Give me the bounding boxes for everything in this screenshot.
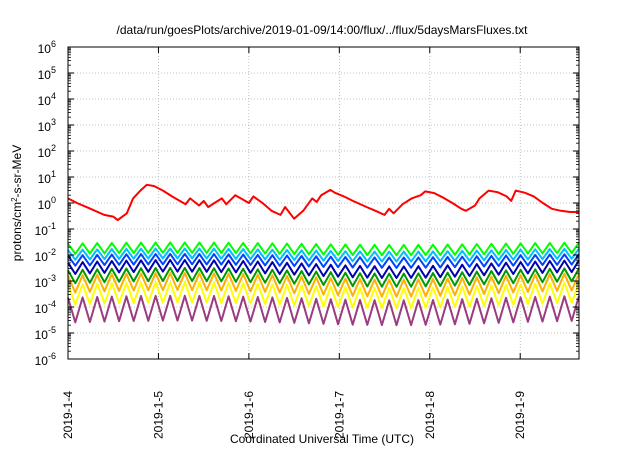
y-tick-label-base: 10 <box>35 302 49 316</box>
y-tick-label: 10-6 <box>35 351 56 368</box>
y-tick-label: 10-3 <box>35 273 56 290</box>
x-axis-label: Coordinated Universal Time (UTC) <box>230 432 414 446</box>
y-tick-label: 102 <box>38 143 56 160</box>
y-tick-label-exp: 3 <box>51 117 56 127</box>
y-tick-label-exp: 5 <box>51 65 56 75</box>
series-line-7 <box>67 272 580 298</box>
y-tick-label: 10-4 <box>35 299 56 316</box>
x-tick-label: 2019-1-7 <box>332 391 346 439</box>
series-line-3 <box>67 247 580 263</box>
y-tick-label-base: 10 <box>38 42 52 56</box>
y-axis-label-main: protons/cm <box>10 202 24 261</box>
y-axis-label: protons/cm2-s-sr-MeV <box>10 145 25 261</box>
x-axis: 2019-1-4 2019-1-5 2019-1-6 2019-1-7 2019-1-8… <box>61 47 527 439</box>
y-tick-label: 104 <box>38 91 56 108</box>
y-tick-label-base: 10 <box>35 276 49 290</box>
y-tick-label-exp: -2 <box>48 247 56 257</box>
y-tick-label-exp: -4 <box>48 299 56 309</box>
chart-title: /data/run/goesPlots/archive/2019-01-09/1… <box>117 23 529 37</box>
x-tick-label: 2019-1-4 <box>61 391 75 439</box>
series-line-1 <box>67 183 579 222</box>
series-line-5 <box>67 259 580 279</box>
series-line-8 <box>67 281 580 310</box>
x-tick-label: 2019-1-6 <box>242 391 256 439</box>
y-tick-label-base: 10 <box>35 224 49 238</box>
series-line-2 <box>67 241 580 257</box>
series-layer <box>67 183 580 327</box>
y-tick-label-base: 10 <box>38 68 52 82</box>
series-line-6 <box>67 266 580 288</box>
series-line-9 <box>67 294 580 327</box>
y-tick-label: 10-5 <box>35 325 56 342</box>
y-tick-label-exp: 0 <box>51 195 56 205</box>
x-tick-label: 2019-1-8 <box>423 391 437 439</box>
y-tick-label-exp: 4 <box>51 91 56 101</box>
y-tick-label-base: 10 <box>38 146 52 160</box>
y-tick-label-base: 10 <box>35 328 49 342</box>
y-tick-label: 106 <box>38 39 56 56</box>
y-tick-label-exp: 2 <box>51 143 56 153</box>
y-tick-label: 100 <box>38 195 56 212</box>
y-tick-label-exp: -1 <box>48 221 56 231</box>
y-tick-label-base: 10 <box>38 94 52 108</box>
y-tick-label-exp: -5 <box>48 325 56 335</box>
y-tick-label-base: 10 <box>38 172 52 186</box>
y-tick-label-exp: -6 <box>48 351 56 361</box>
series-line-4 <box>67 252 580 269</box>
y-tick-label-exp: 1 <box>51 169 56 179</box>
y-tick-label-base: 10 <box>38 120 52 134</box>
y-tick-label-base: 10 <box>35 354 49 368</box>
x-tick-label: 2019-1-5 <box>151 391 165 439</box>
y-tick-label: 101 <box>38 169 56 186</box>
y-tick-label-base: 10 <box>35 250 49 264</box>
x-tick-label: 2019-1-9 <box>513 391 527 439</box>
y-tick-label: 105 <box>38 65 56 82</box>
y-tick-label: 10-2 <box>35 247 56 264</box>
y-tick-label-exp: -3 <box>48 273 56 283</box>
y-tick-label: 10-1 <box>35 221 56 238</box>
y-axis-label-sup: 2 <box>10 197 19 202</box>
y-tick-label-exp: 6 <box>51 39 56 49</box>
y-tick-label-base: 10 <box>38 198 52 212</box>
y-axis: 10-610-510-410-310-210-11001011021031041… <box>35 39 579 368</box>
y-tick-label: 103 <box>38 117 56 134</box>
y-axis-label-tail: -s-sr-MeV <box>10 145 24 198</box>
